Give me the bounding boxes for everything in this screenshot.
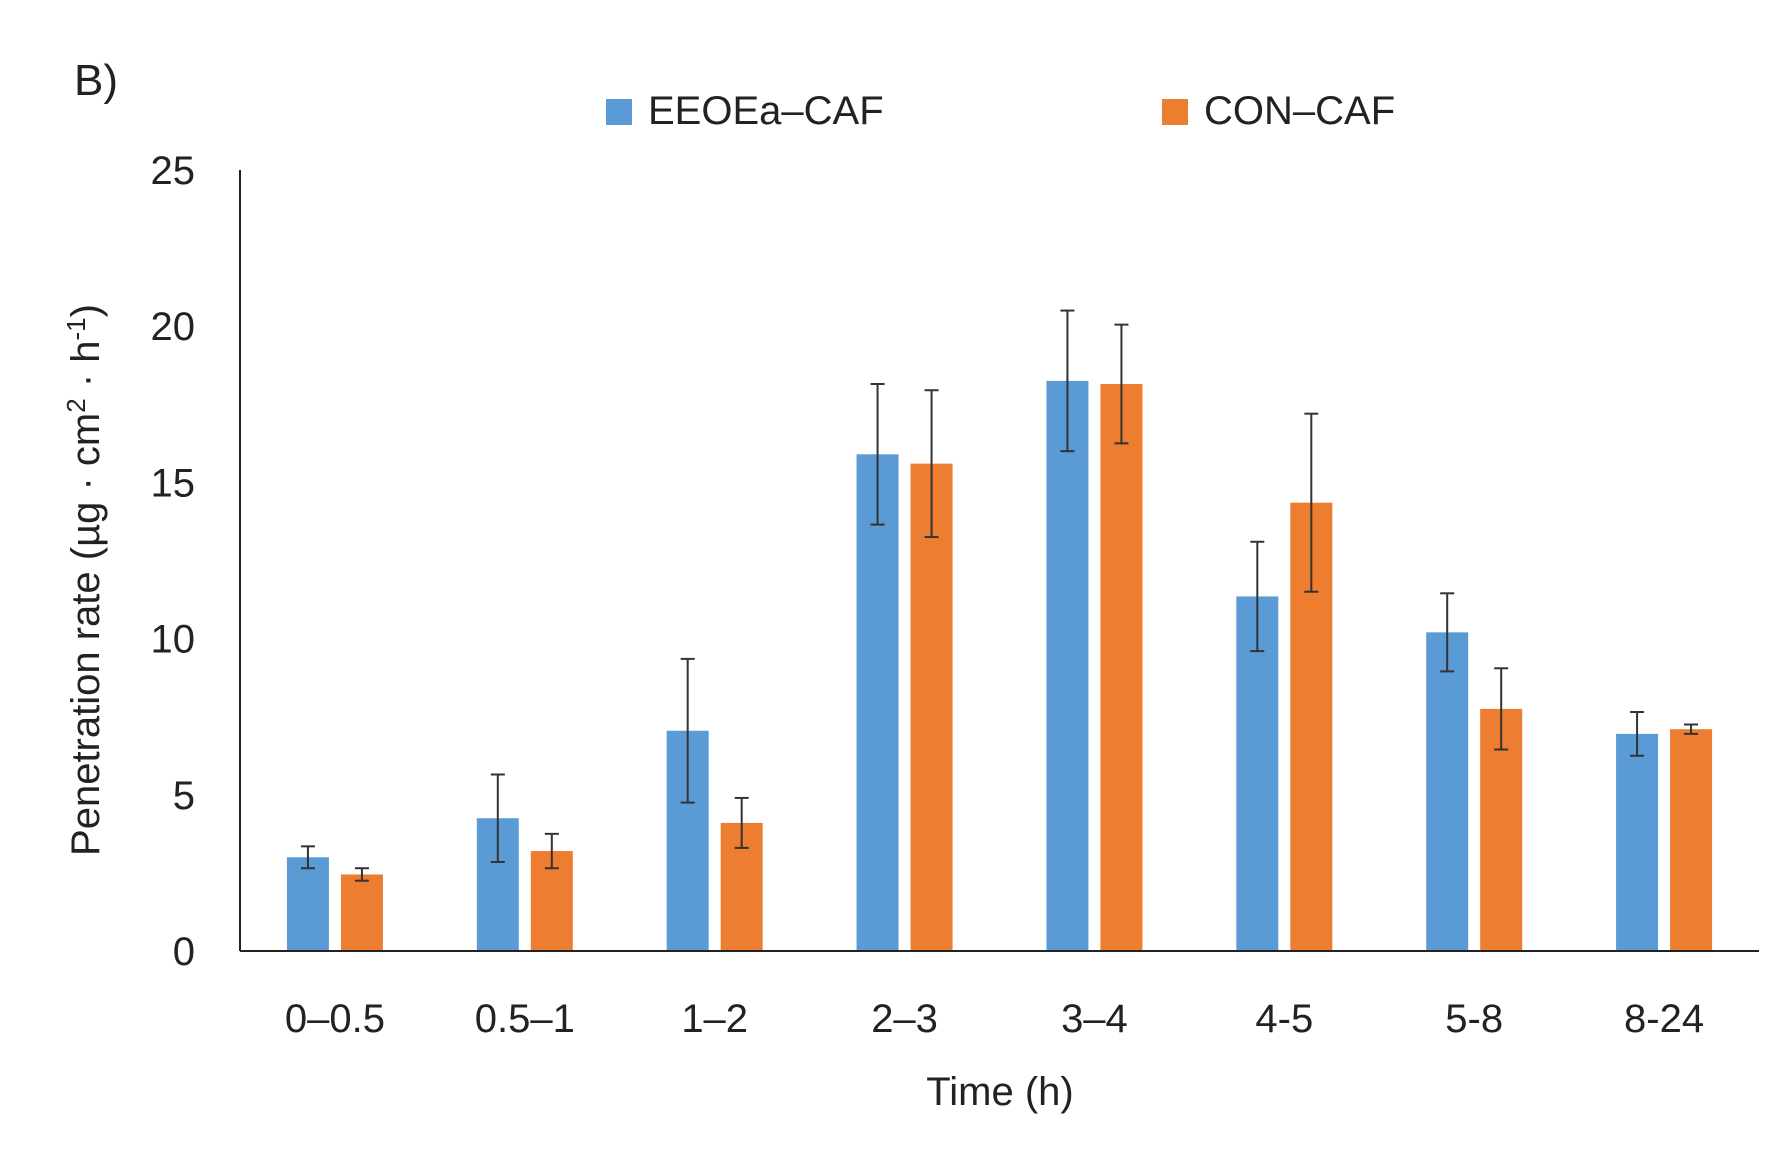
y-axis-title: Penetration rate (µg · cm2 · h-1) <box>61 304 108 856</box>
error-bar <box>300 845 315 870</box>
bar-eeoea-caf <box>286 857 329 951</box>
x-tick-label: 0–0.5 <box>285 997 385 1041</box>
y-axis-ticks: 0 5 10 15 20 25 <box>151 149 196 974</box>
error-bar <box>680 657 695 804</box>
bar-eeoea-caf <box>1046 380 1089 951</box>
bar-con-caf <box>910 463 953 951</box>
bars <box>286 380 1713 951</box>
bar-eeoea-caf <box>856 454 899 951</box>
y-tick-label: 0 <box>173 930 195 974</box>
legend-label-con-caf: CON–CAF <box>1204 89 1395 133</box>
panel-label: B) <box>74 56 118 105</box>
x-tick-label: 0.5–1 <box>475 997 575 1041</box>
error-bar <box>870 382 885 526</box>
error-bar <box>490 773 505 863</box>
x-tick-label: 5-8 <box>1445 997 1503 1041</box>
y-axis-title-end: ) <box>64 304 108 317</box>
legend-swatch-con-caf <box>1162 99 1188 125</box>
error-bar <box>1304 412 1319 593</box>
y-tick-label: 5 <box>173 774 195 818</box>
error-bar <box>1494 667 1509 751</box>
error-bar <box>1440 592 1455 673</box>
x-tick-label: 3–4 <box>1061 997 1128 1041</box>
error-bar <box>1684 723 1699 735</box>
legend-swatch-eeoea-caf <box>606 99 632 125</box>
x-tick-label: 8-24 <box>1624 997 1704 1041</box>
x-axis-title: Time (h) <box>926 1070 1073 1114</box>
y-axis-title-mid: · h <box>64 340 108 398</box>
y-tick-label: 25 <box>151 149 196 193</box>
x-axis-ticks: 0–0.5 0.5–1 1–2 2–3 3–4 4-5 5-8 8-24 <box>285 997 1704 1041</box>
y-tick-label: 20 <box>151 305 196 349</box>
error-bars <box>300 309 1699 882</box>
error-bar <box>354 867 369 882</box>
error-bar <box>1060 309 1075 453</box>
error-bar <box>734 796 749 849</box>
legend: EEOEa–CAF CON–CAF <box>606 89 1395 133</box>
error-bar <box>544 832 559 870</box>
y-axis-title-sup1: 2 <box>61 398 91 412</box>
error-bar <box>1630 711 1645 757</box>
bar-con-caf <box>340 874 383 951</box>
x-tick-label: 4-5 <box>1255 997 1313 1041</box>
error-bar <box>1114 323 1129 445</box>
bar-eeoea-caf <box>1616 733 1659 951</box>
y-tick-label: 10 <box>151 618 196 662</box>
bar-eeoea-caf <box>1236 596 1279 951</box>
bar-con-caf <box>1100 383 1143 951</box>
x-tick-label: 2–3 <box>871 997 938 1041</box>
bar-eeoea-caf <box>1426 632 1469 951</box>
error-bar <box>924 389 939 539</box>
y-axis-title-main: Penetration rate (µg · cm <box>64 413 108 856</box>
y-axis-title-sup2: -1 <box>61 317 91 340</box>
error-bar <box>1250 540 1265 653</box>
bar-con-caf <box>1670 729 1713 951</box>
legend-label-eeoea-caf: EEOEa–CAF <box>648 89 884 133</box>
y-tick-label: 15 <box>151 461 196 505</box>
x-tick-label: 1–2 <box>681 997 748 1041</box>
